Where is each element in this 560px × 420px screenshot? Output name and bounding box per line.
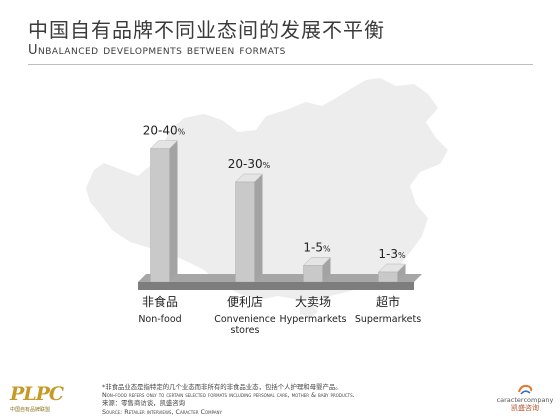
- category-label-en: Convenience: [214, 314, 276, 325]
- category-label-cn: 便利店: [227, 295, 263, 309]
- plpc-logo: PLPC 中国自有品牌联盟: [10, 383, 84, 417]
- chart-baseline: [138, 282, 414, 290]
- bar: [303, 265, 323, 283]
- data-label: 20-40%: [143, 124, 186, 138]
- bar-side: [397, 264, 406, 282]
- page-title: 中国自有品牌不同业态间的发展不平衡: [28, 18, 385, 42]
- category-label-en: Hypermarkets: [279, 314, 346, 325]
- bar-chart: 20-40% 非食品 Non-food 20-30% 便利店 Conveniencesto…: [86, 78, 448, 336]
- caracter-logo: caractercompany 凯盛咨询: [493, 384, 557, 418]
- bar-side: [254, 174, 263, 282]
- bar: [235, 181, 255, 283]
- plpc-logo-mark: PLPC: [10, 383, 64, 405]
- caracter-logo-text: caractercompany: [496, 396, 554, 404]
- category-label-en: Supermarkets: [355, 314, 421, 325]
- plpc-logo-subtitle: 中国自有品牌联盟: [10, 407, 51, 413]
- bar-side: [169, 140, 178, 282]
- category-label-en: stores: [231, 325, 260, 336]
- data-label: 1-5%: [303, 240, 331, 254]
- bar: [150, 148, 170, 283]
- footnote-line: Source: Retailer interviews, Caracter Co…: [102, 407, 222, 416]
- category-label-cn: 大卖场: [295, 295, 331, 309]
- hainan-island: [300, 304, 318, 318]
- page-subtitle: Unbalanced developments between formats: [28, 43, 286, 58]
- category-label-cn: 超市: [376, 294, 400, 309]
- caracter-logo-cn: 凯盛咨询: [511, 404, 539, 412]
- data-label: 20-30%: [228, 157, 271, 171]
- footnote-line: *非食品业态是指特定的几个业态而非所有的非食品业态，包括个人护理和母婴产品。: [102, 383, 342, 391]
- footnote: *非食品业态是指特定的几个业态而非所有的非食品业态，包括个人护理和母婴产品。 N…: [102, 383, 492, 416]
- footnote-line: Non-food refers only to certain selected…: [102, 391, 355, 400]
- data-label: 1-3%: [378, 247, 406, 261]
- bar: [378, 271, 398, 283]
- category-label-en: Non-food: [138, 314, 181, 325]
- footnote-line: 来源：零售商访谈，凯盛咨询: [102, 399, 186, 408]
- category-label-cn: 非食品: [142, 294, 178, 309]
- caracter-logo-icon: [518, 384, 533, 395]
- chart-baseline-top: [138, 274, 422, 282]
- title-divider: [28, 64, 533, 65]
